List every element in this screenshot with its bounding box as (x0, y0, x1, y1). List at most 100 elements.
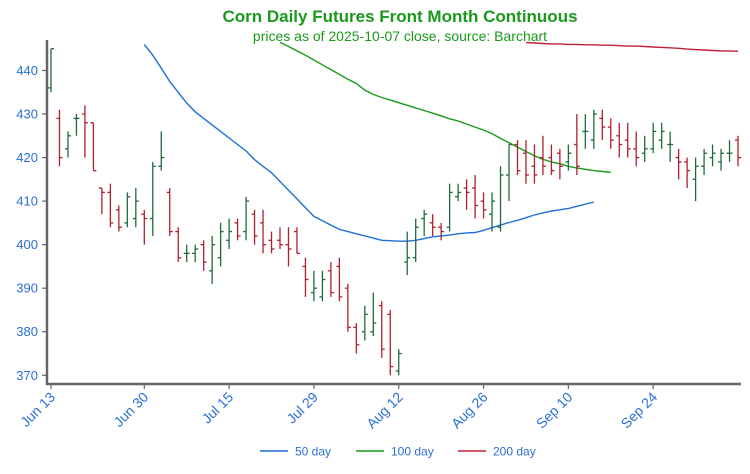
ohlc-bar (81, 105, 88, 158)
ohlc-bar (565, 144, 572, 171)
ohlc-bar (115, 205, 122, 232)
ohlc-bar (268, 231, 275, 254)
y-tick-label: 430 (16, 107, 38, 122)
ohlc-bar (684, 157, 691, 189)
ohlc-bar (590, 109, 597, 149)
y-tick-label: 440 (16, 63, 38, 78)
x-tick-label: Jul 15 (199, 389, 237, 427)
ohlc-bar (701, 148, 708, 175)
ohlc-bar (709, 144, 716, 167)
series-line-200-day (525, 41, 739, 52)
legend-label: 50 day (295, 445, 331, 459)
ohlc-bar (243, 196, 250, 241)
ohlc-bar (175, 227, 182, 263)
ohlc-bar (251, 209, 258, 245)
y-tick-label: 420 (16, 150, 38, 165)
y-tick-label: 400 (16, 237, 38, 252)
ohlc-bar (556, 148, 563, 180)
ohlc-bar (183, 244, 190, 263)
ohlc-bar (514, 140, 521, 175)
y-tick-label: 410 (16, 194, 38, 209)
ohlc-bar (166, 188, 173, 236)
x-tick-label: Aug 26 (448, 389, 491, 432)
ohlc-bar (531, 144, 538, 184)
ohlc-bar (667, 131, 674, 162)
ohlc-bar (336, 257, 343, 302)
ohlc-bar (73, 114, 80, 136)
y-tick-label: 390 (16, 281, 38, 296)
ohlc-bar (548, 144, 555, 175)
ohlc-bar (344, 283, 351, 332)
ohlc-bar (395, 349, 402, 376)
ohlc-bar (132, 188, 139, 228)
ohlc-bar (599, 109, 606, 141)
legend-label: 100 day (391, 445, 434, 459)
series-line-100-day (279, 41, 611, 174)
x-tick-label: Sep 10 (533, 389, 576, 432)
legend: 50 day 100 day 200 day (260, 445, 536, 459)
ohlc-bar (412, 218, 419, 263)
x-tick-label: Jun 13 (17, 389, 58, 430)
ohlc-bar (480, 192, 487, 219)
ohlc-bar (310, 270, 317, 302)
ohlc-bar (624, 122, 631, 158)
ohlc-bar (158, 131, 165, 171)
ohlc-bar (285, 227, 292, 267)
ohlc-bar (234, 218, 241, 241)
ohlc-bar (650, 122, 657, 154)
ohlc-bar (463, 179, 470, 210)
ohlc-bar (497, 166, 504, 232)
x-tick-label: Aug 12 (363, 389, 406, 432)
ohlc-bar (192, 244, 199, 263)
ohlc-bar (489, 192, 496, 232)
ohlc-bar (226, 218, 233, 250)
ohlc-bar (735, 135, 741, 167)
ohlc-bar (327, 262, 334, 297)
ohlc-bar (209, 235, 216, 284)
x-tick-label: Sep 24 (618, 389, 661, 432)
ohlc-bar (522, 140, 529, 184)
ohlc-bar (633, 131, 640, 167)
legend-label: 200 day (493, 445, 536, 459)
ohlc-bar (692, 157, 699, 202)
ohlc-bar (260, 209, 267, 254)
ohlc-bar (98, 187, 105, 215)
ohlc-bar (658, 122, 665, 149)
ohlc-bar (319, 270, 326, 302)
ohlc-bar (217, 222, 224, 267)
ohlc-bar (573, 114, 580, 175)
ohlc-bar (726, 140, 733, 162)
ohlc-bar-layer (48, 48, 741, 376)
ohlc-bar (107, 183, 114, 228)
chart-title: Corn Daily Futures Front Month Continuou… (222, 7, 578, 26)
ohlc-bar (293, 227, 300, 255)
chart-subtitle: prices as of 2025-10-07 close, source: B… (252, 28, 548, 44)
ohlc-bar (641, 135, 648, 162)
ohlc-bar (404, 231, 411, 276)
ohlc-bar (149, 161, 156, 236)
ohlc-bar (421, 209, 428, 236)
ohlc-bar (472, 174, 479, 219)
moving-average-layer (143, 41, 739, 242)
ohlc-bar (582, 114, 589, 149)
ohlc-bar (378, 301, 385, 358)
ohlc-bar (90, 122, 97, 172)
x-tick-label: Jul 29 (283, 389, 321, 427)
ohlc-bar (56, 109, 63, 167)
ohlc-bar (277, 227, 283, 250)
ohlc-bar (607, 118, 614, 149)
y-tick-label: 370 (16, 368, 38, 383)
ohlc-bar (370, 292, 377, 337)
ohlc-bar (361, 305, 368, 341)
ohlc-bar (64, 131, 71, 158)
axis-layer: 370 380 390 400 410 420 430 440 Jun 13 Jun 30 Jul … (16, 40, 741, 431)
ohlc-bar (438, 222, 445, 241)
ohlc-bar (302, 257, 309, 297)
series-line-50-day (143, 43, 594, 242)
ohlc-bar (455, 183, 462, 202)
ohlc-bar (616, 122, 623, 158)
x-tick-label: Jun 30 (110, 389, 151, 430)
ohlc-bar (387, 309, 394, 376)
ohlc-bar (446, 183, 453, 232)
